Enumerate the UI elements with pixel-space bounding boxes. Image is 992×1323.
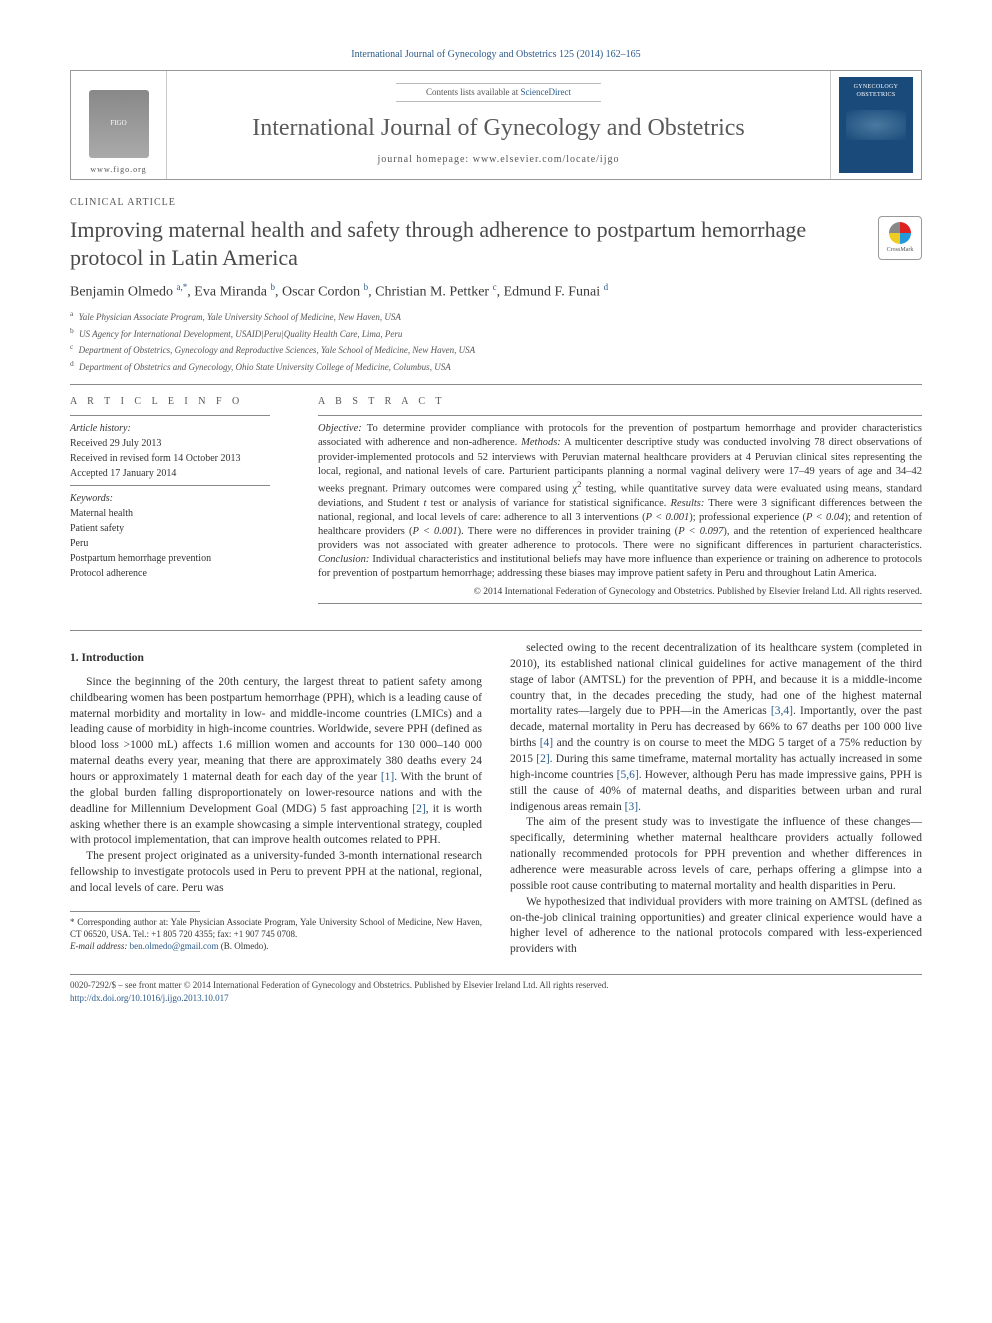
email-label: E-mail address:	[70, 941, 130, 951]
journal-homepage: journal homepage: www.elsevier.com/locat…	[378, 153, 620, 167]
doi-link[interactable]: http://dx.doi.org/10.1016/j.ijgo.2013.10…	[70, 993, 229, 1003]
section-heading: 1. Introduction	[70, 651, 482, 667]
article-title: Improving maternal health and safety thr…	[70, 216, 810, 271]
contents-available-line: Contents lists available at ScienceDirec…	[396, 83, 601, 102]
divider	[70, 485, 270, 486]
header-center: Contents lists available at ScienceDirec…	[166, 71, 831, 179]
corresponding-author: * Corresponding author at: Yale Physicia…	[70, 916, 482, 940]
article-info-heading: A R T I C L E I N F O	[70, 395, 290, 409]
email-line: E-mail address: ben.olmedo@gmail.com (B.…	[70, 940, 482, 952]
keyword: Maternal health	[70, 507, 290, 521]
homepage-url[interactable]: www.elsevier.com/locate/ijgo	[473, 154, 620, 165]
abstract-heading: A B S T R A C T	[318, 395, 922, 409]
affiliations: a Yale Physician Associate Program, Yale…	[70, 308, 922, 374]
abstract-column: A B S T R A C T Objective: To determine …	[318, 395, 922, 610]
journal-cover-icon: GYNECOLOGY OBSTETRICS	[839, 77, 913, 173]
divider	[318, 603, 922, 604]
contents-prefix: Contents lists available at	[426, 87, 520, 97]
body-paragraph: We hypothesized that individual provider…	[510, 895, 922, 958]
keyword: Protocol adherence	[70, 567, 290, 581]
affiliation-line: b US Agency for International Developmen…	[70, 325, 922, 342]
bottom-meta: 0020-7292/$ – see front matter © 2014 In…	[70, 979, 922, 1004]
homepage-label: journal homepage:	[378, 154, 473, 165]
author-email[interactable]: ben.olmedo@gmail.com	[130, 941, 219, 951]
crossmark-badge[interactable]: CrossMark	[878, 216, 922, 260]
affiliation-line: d Department of Obstetrics and Gynecolog…	[70, 358, 922, 375]
keyword: Peru	[70, 537, 290, 551]
history-label: Article history:	[70, 422, 290, 436]
divider	[70, 384, 922, 385]
crossmark-label: CrossMark	[887, 246, 914, 254]
cover-map-icon	[846, 110, 906, 140]
history-revised: Received in revised form 14 October 2013	[70, 452, 290, 466]
body-text: 1. Introduction Since the beginning of t…	[70, 641, 922, 958]
journal-name: International Journal of Gynecology and …	[252, 112, 745, 146]
abstract-text: Objective: To determine provider complia…	[318, 422, 922, 581]
abstract-copyright: © 2014 International Federation of Gynec…	[318, 586, 922, 599]
divider	[70, 974, 922, 975]
history-accepted: Accepted 17 January 2014	[70, 467, 290, 481]
keywords-label: Keywords:	[70, 492, 290, 506]
cover-text-2: OBSTETRICS	[856, 91, 895, 99]
cover-text-1: GYNECOLOGY	[854, 83, 899, 91]
figo-url[interactable]: www.figo.org	[90, 164, 146, 175]
email-who: (B. Olmedo).	[218, 941, 268, 951]
figo-logo-icon: FIGO	[89, 90, 149, 158]
body-paragraph: selected owing to the recent decentraliz…	[510, 641, 922, 815]
footnote-rule	[70, 911, 200, 912]
divider	[318, 415, 922, 416]
body-paragraph: The aim of the present study was to inve…	[510, 815, 922, 894]
keyword: Postpartum hemorrhage prevention	[70, 552, 290, 566]
issn-line: 0020-7292/$ – see front matter © 2014 In…	[70, 979, 922, 992]
affiliation-line: c Department of Obstetrics, Gynecology a…	[70, 341, 922, 358]
body-paragraph: Since the beginning of the 20th century,…	[70, 675, 482, 849]
citation-line: International Journal of Gynecology and …	[70, 48, 922, 62]
journal-header: FIGO www.figo.org Contents lists availab…	[70, 70, 922, 180]
history-received: Received 29 July 2013	[70, 437, 290, 451]
article-type: CLINICAL ARTICLE	[70, 196, 922, 210]
publisher-logo-box: FIGO www.figo.org	[71, 71, 166, 179]
divider	[70, 415, 270, 416]
keyword: Patient safety	[70, 522, 290, 536]
footnotes: * Corresponding author at: Yale Physicia…	[70, 916, 482, 952]
crossmark-icon	[889, 222, 911, 244]
sciencedirect-link[interactable]: ScienceDirect	[521, 87, 571, 97]
divider	[70, 630, 922, 631]
body-paragraph: The present project originated as a univ…	[70, 849, 482, 897]
author-list: Benjamin Olmedo a,*, Eva Miranda b, Osca…	[70, 281, 922, 302]
article-info-column: A R T I C L E I N F O Article history: R…	[70, 395, 290, 610]
cover-thumb-box: GYNECOLOGY OBSTETRICS	[831, 71, 921, 179]
affiliation-line: a Yale Physician Associate Program, Yale…	[70, 308, 922, 325]
